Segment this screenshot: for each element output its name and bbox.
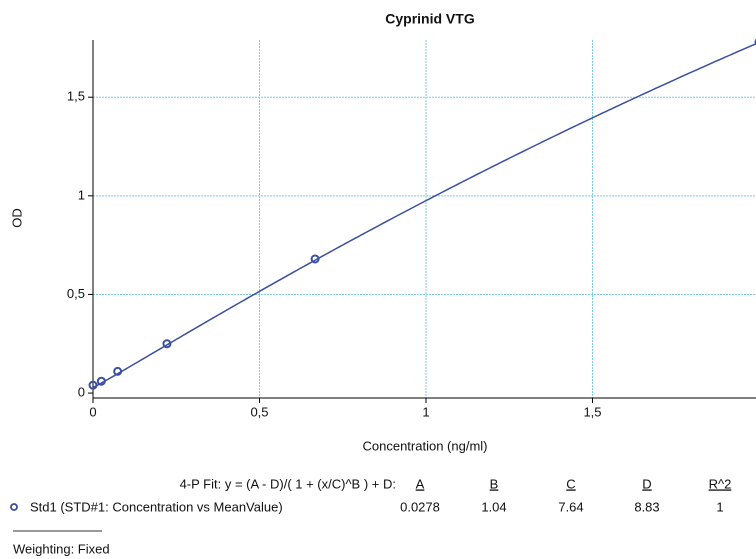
point xyxy=(113,366,123,376)
x-tick-label: 0 xyxy=(89,404,96,419)
point xyxy=(162,339,172,349)
y-tick-label: 1,5 xyxy=(67,89,85,104)
fit-value: 7.64 xyxy=(558,499,583,514)
point xyxy=(96,376,106,386)
legend-marker xyxy=(10,503,18,511)
y-axis-label: OD xyxy=(9,208,24,228)
fit-column-header: A xyxy=(416,476,425,491)
y-tick-label: 0,5 xyxy=(67,286,85,301)
chart-title: Cyprinid VTG xyxy=(385,11,475,27)
legend-label: Std1 (STD#1: Concentration vs MeanValue) xyxy=(30,499,283,514)
fit-value: 8.83 xyxy=(634,499,659,514)
x-tick-label: 0,5 xyxy=(250,404,268,419)
fit-column-header: C xyxy=(566,476,575,491)
x-tick-label: 1,5 xyxy=(583,404,601,419)
fit-column-header: R^2 xyxy=(709,476,732,491)
x-tick-label: 1 xyxy=(422,404,429,419)
fit-value: 1.04 xyxy=(481,499,506,514)
weighting: Weighting: Fixed xyxy=(13,541,110,556)
fit-column-header: B xyxy=(490,476,499,491)
fit-value: 1 xyxy=(716,499,723,514)
point xyxy=(88,380,98,390)
y-tick-label: 0 xyxy=(78,385,85,400)
fit-column-header: D xyxy=(642,476,651,491)
x-axis-label: Concentration (ng/ml) xyxy=(363,438,488,453)
point xyxy=(310,254,320,264)
fit-value: 0.0278 xyxy=(400,499,440,514)
fit-label: 4-P Fit: y = (A - D)/( 1 + (x/C)^B ) + D… xyxy=(180,476,396,491)
fit-curve xyxy=(92,42,756,389)
y-tick-label: 1 xyxy=(78,187,85,202)
